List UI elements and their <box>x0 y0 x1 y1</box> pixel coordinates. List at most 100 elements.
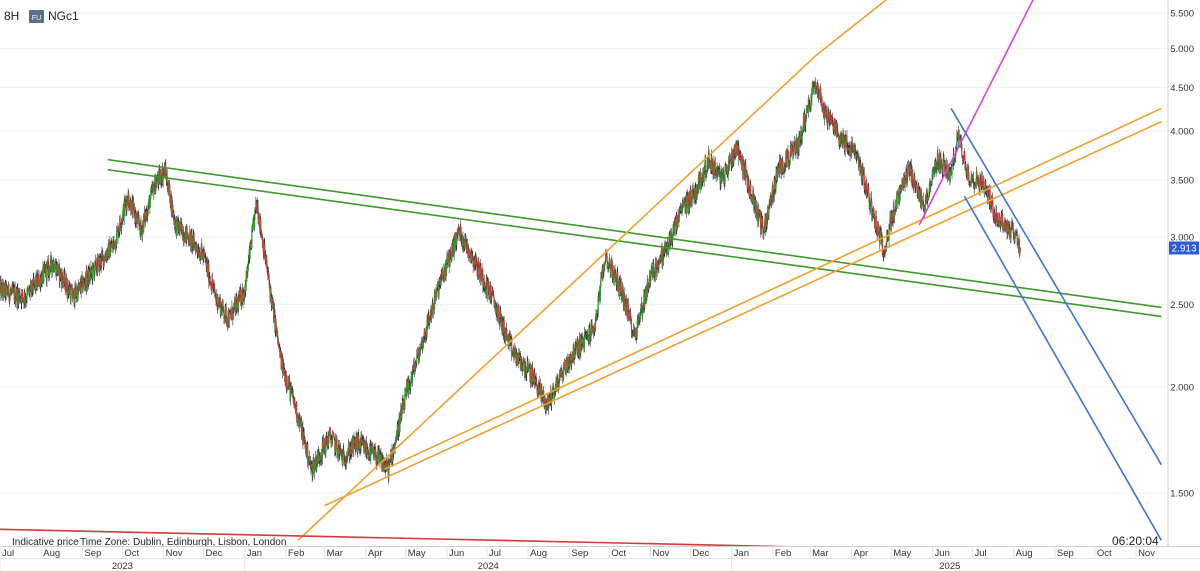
candle-body <box>457 234 459 236</box>
candle-body <box>80 279 82 293</box>
candle-body <box>577 339 579 343</box>
candle-body <box>700 172 702 183</box>
candle-body <box>989 190 991 209</box>
candle-body <box>313 463 315 473</box>
candle-body <box>727 170 729 175</box>
candle-body <box>913 181 915 187</box>
candle-body <box>453 240 455 255</box>
y-tick-label: 5.500 <box>1170 9 1194 20</box>
candle-body <box>781 173 783 175</box>
candle-body <box>480 265 482 282</box>
candle-body <box>120 222 123 229</box>
candle-body <box>511 352 513 357</box>
candle-body <box>195 244 197 254</box>
candle-body <box>923 210 925 212</box>
blue-trendline[interactable] <box>963 195 1163 541</box>
candle-body <box>22 290 24 297</box>
candle-body <box>968 172 970 183</box>
candle-body <box>859 163 861 171</box>
candle-body <box>178 221 180 230</box>
candle-body <box>782 159 784 172</box>
candle-body <box>671 241 673 242</box>
candle-body <box>812 82 814 87</box>
candle-body <box>462 237 464 243</box>
candle-body <box>436 285 438 289</box>
candle-body <box>840 132 842 138</box>
candle-body <box>187 234 189 237</box>
candle-body <box>456 235 458 245</box>
candle-body <box>273 309 275 321</box>
candle-body <box>221 307 223 314</box>
price-axis-panel[interactable] <box>1168 0 1200 546</box>
candle-body <box>159 176 161 182</box>
green-trendline[interactable] <box>107 158 1162 309</box>
interval-label[interactable]: 8H <box>4 9 19 23</box>
candle-body <box>152 183 154 188</box>
candle-body <box>460 231 462 240</box>
candle-body <box>482 284 484 287</box>
candle-body <box>690 198 692 206</box>
candle-body <box>575 344 577 349</box>
candle-body <box>404 394 406 409</box>
candle-body <box>372 448 374 455</box>
orange-trendline[interactable] <box>814 0 932 57</box>
candle-body <box>119 218 121 232</box>
orange-trendline[interactable] <box>384 107 1162 471</box>
candle-body <box>645 288 647 301</box>
candle-body <box>402 405 405 410</box>
candle-body <box>838 135 840 145</box>
candle-body <box>300 421 303 438</box>
candle-body <box>67 279 69 291</box>
blue-trendline[interactable] <box>950 108 1163 466</box>
candle-body <box>397 424 399 426</box>
candle-body <box>873 208 875 218</box>
candle-body <box>503 320 505 338</box>
candle-body <box>17 288 19 294</box>
candle-body <box>655 258 657 270</box>
candle-body <box>229 311 231 314</box>
candle-body <box>554 391 556 393</box>
candle-body <box>791 146 794 149</box>
candle-body <box>51 265 53 273</box>
candle-body <box>664 242 666 248</box>
candle-body <box>944 163 946 173</box>
candle-body <box>115 240 117 248</box>
candle-body <box>731 151 733 166</box>
candle-body <box>727 174 729 176</box>
candle-body <box>425 336 427 338</box>
candle-body <box>996 215 998 222</box>
candle-body <box>375 458 377 465</box>
candle-body <box>465 235 467 240</box>
candle-body <box>841 135 843 144</box>
candle-body <box>89 272 92 278</box>
candle-body <box>888 224 890 240</box>
candle-body <box>1 284 3 286</box>
candle-body <box>544 396 546 404</box>
candle-body <box>745 170 747 178</box>
x-tick-label: Oct <box>1097 548 1112 559</box>
candle-body <box>718 169 720 172</box>
candle-body <box>493 296 495 303</box>
candle-body <box>864 186 867 191</box>
candle-body <box>232 318 234 320</box>
candle-body <box>688 193 690 204</box>
candle-body <box>593 325 595 330</box>
candle-body <box>50 256 53 267</box>
candle-body <box>524 362 527 372</box>
candle-body <box>276 326 278 334</box>
candle-body <box>586 334 589 340</box>
candle-body <box>343 452 345 461</box>
green-trendline[interactable] <box>107 168 1162 318</box>
candle-body <box>633 332 636 336</box>
orange-trendline[interactable] <box>324 120 1162 507</box>
orange-trendline[interactable] <box>297 55 817 541</box>
candle-body <box>324 442 326 448</box>
symbol-label[interactable]: NGc1 <box>48 9 79 23</box>
magenta-trendline[interactable] <box>918 0 1045 226</box>
candle-body <box>330 436 332 441</box>
candle-body <box>808 97 810 104</box>
candle-body <box>223 317 225 319</box>
candle-body <box>738 157 740 160</box>
candle-body <box>396 424 398 440</box>
